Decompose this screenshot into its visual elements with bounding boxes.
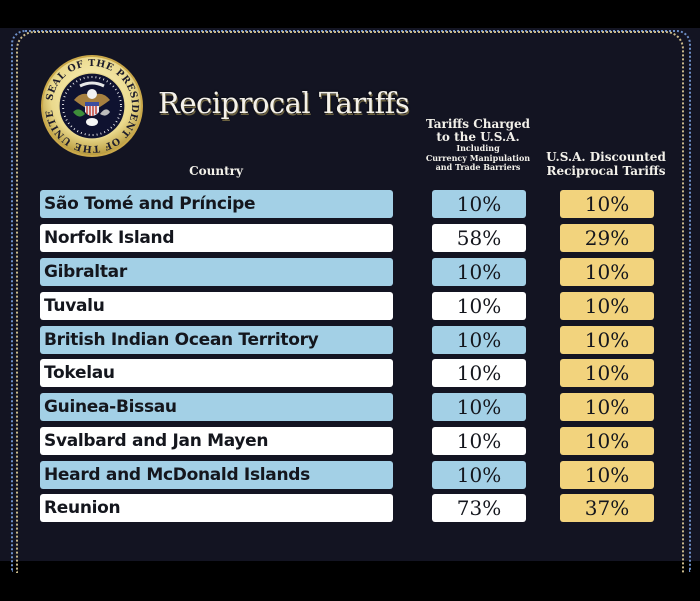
charged-tariff-cell: 10% [432,258,526,286]
charged-tariff-cell: 58% [432,224,526,252]
header-line: Tariffs Charged [425,117,530,131]
discounted-tariff-cell: 10% [560,427,654,455]
header-line: Reciprocal Tariffs [546,164,666,178]
charged-tariff-cell: 10% [432,326,526,354]
page-title: Reciprocal Tariffs [158,86,410,120]
table-row: Norfolk Island 58% 29% [0,224,700,252]
charged-tariff-cell: 10% [432,292,526,320]
column-header-tariffs-charged: Tariffs Charged to the U.S.A. Including … [418,118,538,173]
header-subline: and Trade Barriers [435,162,521,172]
table-row: Gibraltar 10% 10% [0,258,700,286]
discounted-tariff-cell: 10% [560,461,654,489]
charged-tariff-cell: 10% [432,190,526,218]
country-cell: Reunion [40,494,393,522]
country-cell: Tuvalu [40,292,393,320]
country-cell: Gibraltar [40,258,393,286]
discounted-tariff-cell: 10% [560,292,654,320]
country-cell: São Tomé and Príncipe [40,190,393,218]
column-header-discounted-tariffs: U.S.A. Discounted Reciprocal Tariffs [541,150,671,178]
table-row: Heard and McDonald Islands 10% 10% [0,461,700,489]
presidential-seal-icon: SEAL OF THE PRESIDENT OF THE UNITED STAT… [40,54,143,157]
table-row: São Tomé and Príncipe 10% 10% [0,190,700,218]
column-header-country: Country [189,164,243,178]
table-row: Tuvalu 10% 10% [0,292,700,320]
table-row: Tokelau 10% 10% [0,359,700,387]
table-row: Guinea-Bissau 10% 10% [0,393,700,421]
country-cell: Guinea-Bissau [40,393,393,421]
country-cell: Norfolk Island [40,224,393,252]
table-row: Reunion 73% 37% [0,494,700,522]
charged-tariff-cell: 10% [432,393,526,421]
charged-tariff-cell: 73% [432,494,526,522]
header-line: to the U.S.A. [436,130,520,144]
country-cell: Tokelau [40,359,393,387]
table-row: Svalbard and Jan Mayen 10% 10% [0,427,700,455]
country-cell: Heard and McDonald Islands [40,461,393,489]
charged-tariff-cell: 10% [432,461,526,489]
charged-tariff-cell: 10% [432,359,526,387]
discounted-tariff-cell: 37% [560,494,654,522]
country-cell: British Indian Ocean Territory [40,326,393,354]
header-subline: Including [456,143,500,153]
table-row: British Indian Ocean Territory 10% 10% [0,326,700,354]
header-subline: Currency Manipulation [425,152,531,163]
discounted-tariff-cell: 10% [560,190,654,218]
discounted-tariff-cell: 10% [560,393,654,421]
discounted-tariff-cell: 10% [560,326,654,354]
header-line: U.S.A. Discounted [546,150,666,164]
country-cell: Svalbard and Jan Mayen [40,427,393,455]
discounted-tariff-cell: 10% [560,359,654,387]
discounted-tariff-cell: 29% [560,224,654,252]
charged-tariff-cell: 10% [432,427,526,455]
discounted-tariff-cell: 10% [560,258,654,286]
inner-dotted-border [16,31,684,573]
